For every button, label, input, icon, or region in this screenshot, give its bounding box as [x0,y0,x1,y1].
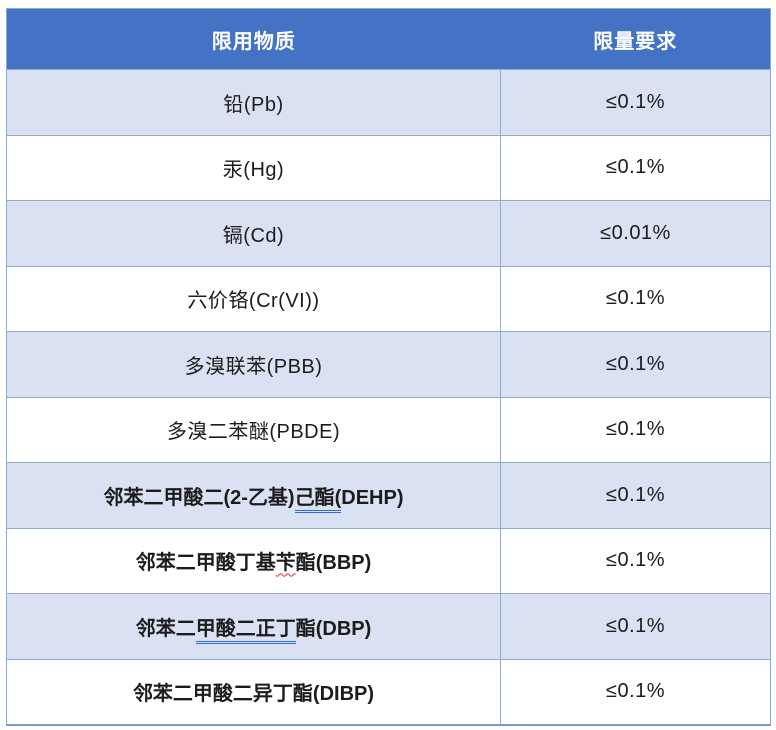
column-header-substance: 限用物质 [6,8,501,70]
limit-cell: ≤0.1% [500,658,771,726]
substance-text: 铅(Pb) [223,93,284,116]
substance-text: 酯(DBP) [295,617,372,640]
substance-text: 汞(Hg) [222,159,285,182]
substance-text: DEHP) [341,486,404,509]
substance-cell: 邻苯二甲酸丁基苄酯(BBP) [6,527,501,594]
table-row: 多溴二苯醚(PBDE) ≤0.1% [6,396,771,463]
substance-text: 多溴二苯醚(PBDE) [166,421,341,444]
limit-cell: ≤0.1% [500,265,771,332]
substance-text: 邻苯二甲酸二(2-乙基) [103,486,295,509]
substance-text: 邻苯二 [135,617,196,640]
substance-cell: 邻苯二甲酸二(2-乙基)己酯(DEHP) [6,462,501,529]
table-header-row: 限用物质 限量要求 [6,8,771,70]
grammar-marked-text: 己酯( [294,486,342,513]
grammar-marked-text: 甲酸二正丁 [195,617,296,644]
limit-cell: ≤0.1% [500,462,771,529]
limit-cell: ≤0.1% [500,527,771,594]
substance-text: 镉(Cd) [222,224,285,247]
table-row: 邻苯二甲酸二(2-乙基)己酯(DEHP) ≤0.1% [6,462,771,529]
limit-cell: ≤0.1% [500,134,771,201]
table-row: 邻苯二甲酸二正丁酯(DBP) ≤0.1% [6,593,771,660]
limit-cell: ≤0.1% [500,69,771,136]
limit-cell: ≤0.1% [500,331,771,398]
substance-text: 酯(BBP) [295,552,372,575]
substance-text: 六价铬(Cr(VI)) [187,290,320,313]
substance-cell: 邻苯二甲酸二正丁酯(DBP) [6,593,501,660]
substance-text: 多溴联苯(PBB) [184,355,323,378]
table-row: 邻苯二甲酸二异丁酯(DIBP) ≤0.1% [6,658,771,726]
table-row: 铅(Pb) ≤0.1% [6,69,771,136]
spell-marked-text: 苄 [275,552,296,575]
substance-text: 邻苯二甲酸丁基 [135,552,276,575]
table-row: 多溴联苯(PBB) ≤0.1% [6,331,771,398]
substance-cell: 邻苯二甲酸二异丁酯(DIBP) [6,658,501,726]
table-row: 六价铬(Cr(VI)) ≤0.1% [6,265,771,332]
table-header: 限用物质 限量要求 [6,8,771,70]
restricted-substances-table: 限用物质 限量要求 铅(Pb) ≤0.1% 汞(Hg) ≤0.1% 镉(Cd) ≤0.01… [6,8,771,726]
substance-cell: 镉(Cd) [6,200,501,267]
table-body: 铅(Pb) ≤0.1% 汞(Hg) ≤0.1% 镉(Cd) ≤0.01% 六价铬(Cr(VI… [6,69,771,726]
limit-cell: ≤0.1% [500,593,771,660]
table-row: 邻苯二甲酸丁基苄酯(BBP) ≤0.1% [6,527,771,594]
substance-cell: 汞(Hg) [6,134,501,201]
substance-cell: 六价铬(Cr(VI)) [6,265,501,332]
limit-cell: ≤0.1% [500,396,771,463]
substance-cell: 铅(Pb) [6,69,501,136]
column-header-limit: 限量要求 [500,8,771,70]
substance-cell: 多溴二苯醚(PBDE) [6,396,501,463]
limit-cell: ≤0.01% [500,200,771,267]
table-row: 镉(Cd) ≤0.01% [6,200,771,267]
table-row: 汞(Hg) ≤0.1% [6,134,771,201]
substance-text: 邻苯二甲酸二异丁酯(DIBP) [132,683,375,706]
substance-cell: 多溴联苯(PBB) [6,331,501,398]
